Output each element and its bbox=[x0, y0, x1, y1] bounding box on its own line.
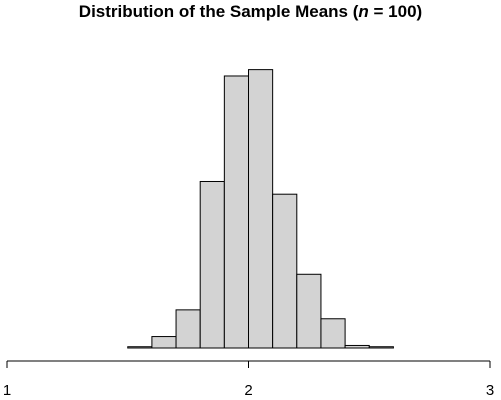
x-tick-label: 2 bbox=[244, 382, 252, 399]
histogram-bar bbox=[368, 346, 394, 349]
histogram-bar bbox=[320, 318, 346, 349]
x-tick-label: 1 bbox=[3, 382, 11, 399]
x-tick-label: 3 bbox=[486, 382, 494, 399]
chart-title-suffix: = 100) bbox=[368, 2, 423, 21]
histogram-bar bbox=[272, 193, 298, 349]
histogram-bar bbox=[248, 69, 274, 349]
chart-title-variable: n bbox=[358, 2, 369, 21]
histogram-bar bbox=[296, 273, 322, 349]
histogram-bar bbox=[223, 75, 250, 349]
chart-title: Distribution of the Sample Means (n = 10… bbox=[0, 2, 501, 22]
histogram-bar bbox=[127, 346, 153, 349]
histogram-bar bbox=[199, 180, 225, 349]
histogram-bar bbox=[344, 344, 370, 349]
chart-title-prefix: Distribution of the Sample Means ( bbox=[78, 2, 359, 21]
histogram-bar bbox=[175, 309, 201, 349]
histogram-bar bbox=[151, 336, 177, 349]
